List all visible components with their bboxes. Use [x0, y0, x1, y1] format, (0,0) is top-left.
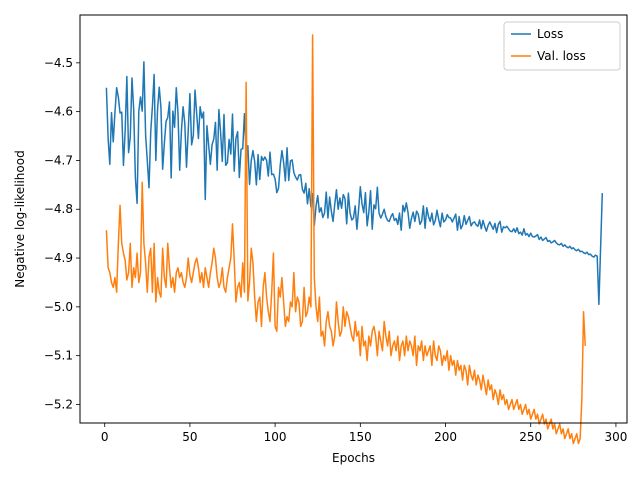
series-line-loss — [105, 61, 604, 306]
x-tick-label: 200 — [434, 430, 457, 444]
y-tick-label: −5.1 — [44, 349, 73, 363]
legend-label-val-loss: Val. loss — [537, 49, 586, 63]
legend-label-loss: Loss — [537, 27, 563, 41]
x-tick-label: 100 — [264, 430, 287, 444]
y-tick-label: −5.2 — [44, 397, 73, 411]
x-tick-label: 50 — [182, 430, 197, 444]
x-tick-label: 0 — [101, 430, 109, 444]
y-tick-label: −4.5 — [44, 56, 73, 70]
y-tick-label: −5.0 — [44, 300, 73, 314]
y-tick-label: −4.8 — [44, 202, 73, 216]
x-axis-label: Epochs — [332, 451, 375, 465]
y-tick-label: −4.6 — [44, 105, 73, 119]
y-tick-label: −4.9 — [44, 251, 73, 265]
legend: Loss Val. loss — [503, 21, 621, 71]
series-line-val-loss — [105, 34, 586, 445]
y-axis-label: Negative log-likelihood — [13, 150, 27, 287]
x-tick-label: 300 — [604, 430, 627, 444]
legend-box — [503, 21, 621, 71]
x-tick-label: 150 — [349, 430, 372, 444]
plot-area-frame — [79, 14, 628, 424]
y-tick-label: −4.7 — [44, 153, 73, 167]
x-tick-label: 250 — [519, 430, 542, 444]
